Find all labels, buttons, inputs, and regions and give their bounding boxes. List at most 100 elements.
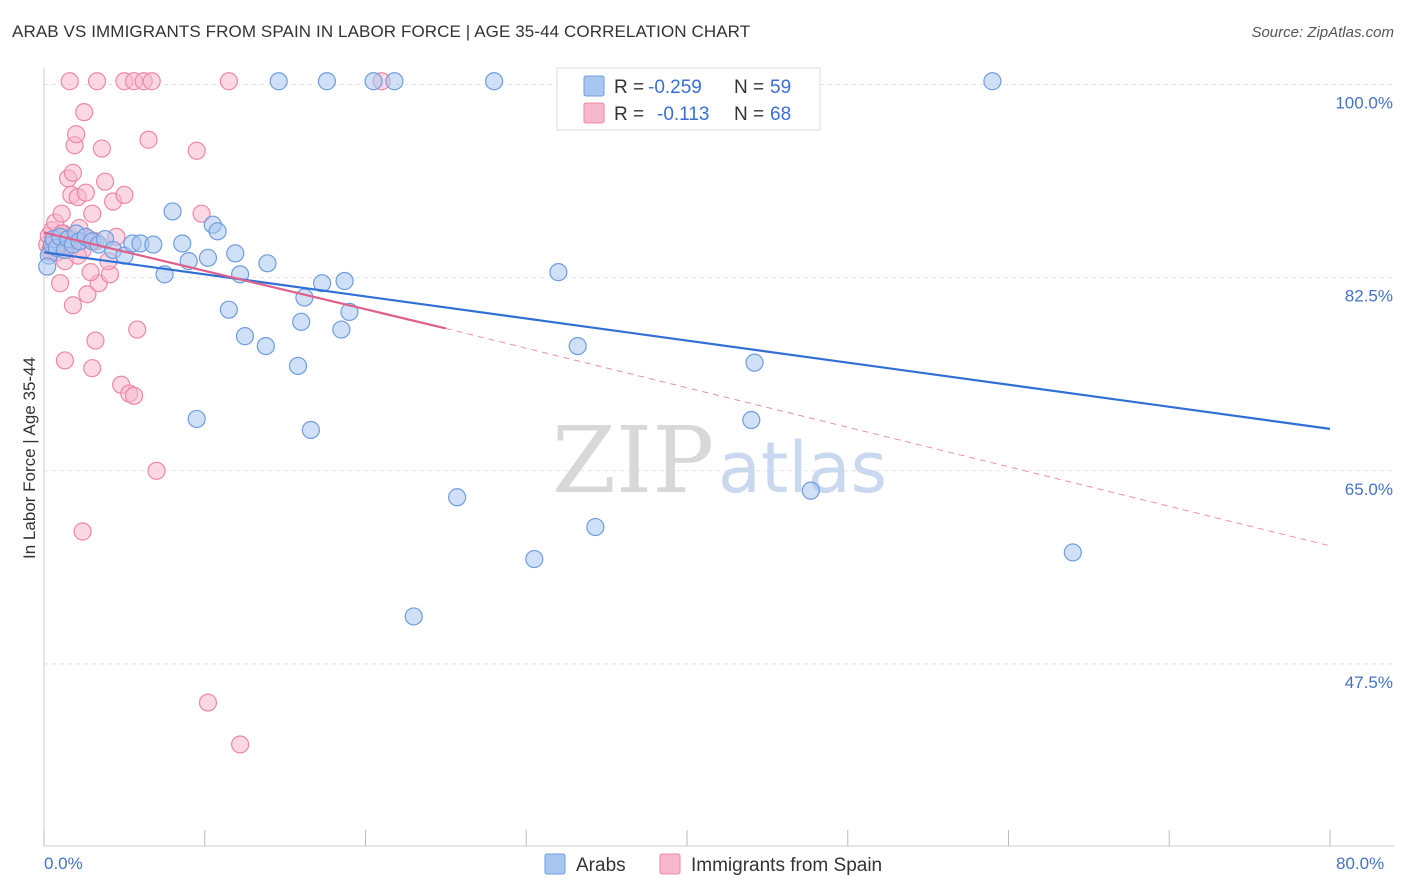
- arabs-point: [295, 288, 314, 307]
- legend-swatch-spain: [583, 102, 605, 124]
- spain-point: [115, 185, 134, 205]
- arabs-point: [568, 336, 587, 356]
- spain-point: [92, 139, 111, 158]
- spain-point: [52, 204, 71, 223]
- spain-point: [95, 172, 115, 191]
- watermark-zip: ZIP: [552, 407, 714, 514]
- spain-point: [76, 183, 95, 202]
- bottom-legend-label-arabs: Arabs: [576, 855, 626, 876]
- spain-point: [73, 522, 92, 541]
- arabs-point: [335, 271, 354, 291]
- spain-point: [142, 72, 161, 91]
- arabs-point: [187, 409, 206, 429]
- arabs-point: [301, 420, 320, 440]
- spain-point: [63, 296, 83, 315]
- arabs-point: [144, 235, 163, 254]
- spain-point: [87, 72, 107, 91]
- arabs-point: [226, 244, 245, 263]
- legend-r-label-spain: R =: [614, 104, 644, 125]
- series-spain-points: [38, 72, 391, 754]
- arabs-point: [745, 353, 764, 372]
- legend-swatch-arabs: [583, 75, 605, 97]
- y-tick-label: 47.5%: [1345, 673, 1393, 692]
- spain-point: [192, 204, 211, 223]
- series-legend: Arabs Immigrants from Spain: [544, 853, 882, 876]
- arabs-point: [385, 72, 404, 91]
- spain-point: [128, 320, 147, 339]
- arabs-point: [256, 336, 275, 356]
- source-label: Source: ZipAtlas.com: [1251, 24, 1394, 41]
- spain-point: [86, 331, 105, 350]
- arabs-point: [198, 248, 218, 267]
- x-axis-ticks: [43, 830, 1331, 846]
- spain-point: [50, 274, 70, 293]
- arabs-point: [38, 257, 57, 276]
- arabs-point: [235, 327, 255, 346]
- x-tick-label-max: 80.0%: [1336, 854, 1384, 873]
- spain-point: [55, 351, 74, 370]
- spain-point: [187, 141, 206, 160]
- spain-point: [124, 386, 144, 405]
- bottom-legend-swatch-arabs: [544, 853, 566, 875]
- bottom-legend-label-spain: Immigrants from Spain: [691, 855, 882, 876]
- x-tick-label-min: 0.0%: [44, 854, 83, 873]
- y-tick-label: 65.0%: [1345, 480, 1393, 499]
- spain-point: [198, 693, 218, 712]
- y-tick-label: 100.0%: [1335, 94, 1393, 113]
- arabs-point: [173, 234, 192, 253]
- arabs-point: [983, 72, 1002, 91]
- spain-point: [81, 263, 100, 282]
- arabs-point: [404, 607, 423, 626]
- spain-trend-extension: [445, 327, 1331, 547]
- arabs-point: [258, 254, 277, 273]
- arabs-point: [312, 274, 332, 293]
- legend-n-label-spain: N =: [734, 104, 764, 125]
- legend-r-label-arabs: R =: [614, 77, 644, 98]
- legend-n-value-spain: 68: [770, 104, 791, 125]
- legend-n-label-arabs: N =: [734, 77, 764, 98]
- arabs-point: [448, 488, 467, 507]
- spain-trend-line: [43, 231, 447, 330]
- y-axis-label: In Labor Force | Age 35-44: [20, 357, 39, 559]
- spain-point: [78, 285, 97, 304]
- legend-n-value-arabs: 59: [770, 77, 791, 98]
- spain-point: [60, 72, 79, 91]
- arabs-point: [801, 481, 820, 500]
- watermark-atlas: atlas: [718, 427, 887, 509]
- spain-point: [231, 735, 250, 754]
- arabs-point: [340, 302, 359, 321]
- spain-point: [75, 103, 94, 122]
- y-tick-label: 82.5%: [1345, 287, 1393, 306]
- spain-point: [67, 125, 86, 144]
- legend-r-value-spain: -0.113: [657, 104, 709, 125]
- arabs-point: [742, 410, 761, 430]
- arabs-point: [317, 72, 337, 91]
- arabs-point: [219, 300, 238, 319]
- spain-point: [63, 163, 83, 182]
- spain-point: [139, 130, 158, 149]
- arabs-point: [525, 549, 544, 569]
- arabs-point: [163, 202, 182, 221]
- arabs-point: [269, 72, 288, 91]
- spain-point: [147, 461, 166, 480]
- arabs-point: [485, 72, 504, 91]
- spain-point: [83, 359, 102, 378]
- watermark: ZIP atlas: [552, 407, 887, 514]
- legend-r-value-arabs: -0.259: [648, 77, 702, 98]
- arabs-point: [208, 222, 227, 241]
- trend-lines: [43, 231, 1331, 547]
- arabs-point: [288, 356, 308, 376]
- correlation-legend: R = -0.259 N = 59 R = -0.113 N = 68: [556, 67, 821, 131]
- arabs-point: [1063, 543, 1082, 562]
- bottom-legend-swatch-spain: [659, 853, 681, 875]
- arabs-point: [586, 517, 605, 537]
- arabs-point: [292, 312, 311, 331]
- spain-point: [219, 72, 238, 91]
- arabs-point: [549, 263, 568, 282]
- arabs-point: [364, 72, 383, 91]
- arabs-point: [332, 320, 351, 339]
- spain-point: [83, 204, 102, 223]
- arabs-trend-line: [43, 251, 1331, 430]
- chart-title: ARAB VS IMMIGRANTS FROM SPAIN IN LABOR F…: [12, 22, 751, 41]
